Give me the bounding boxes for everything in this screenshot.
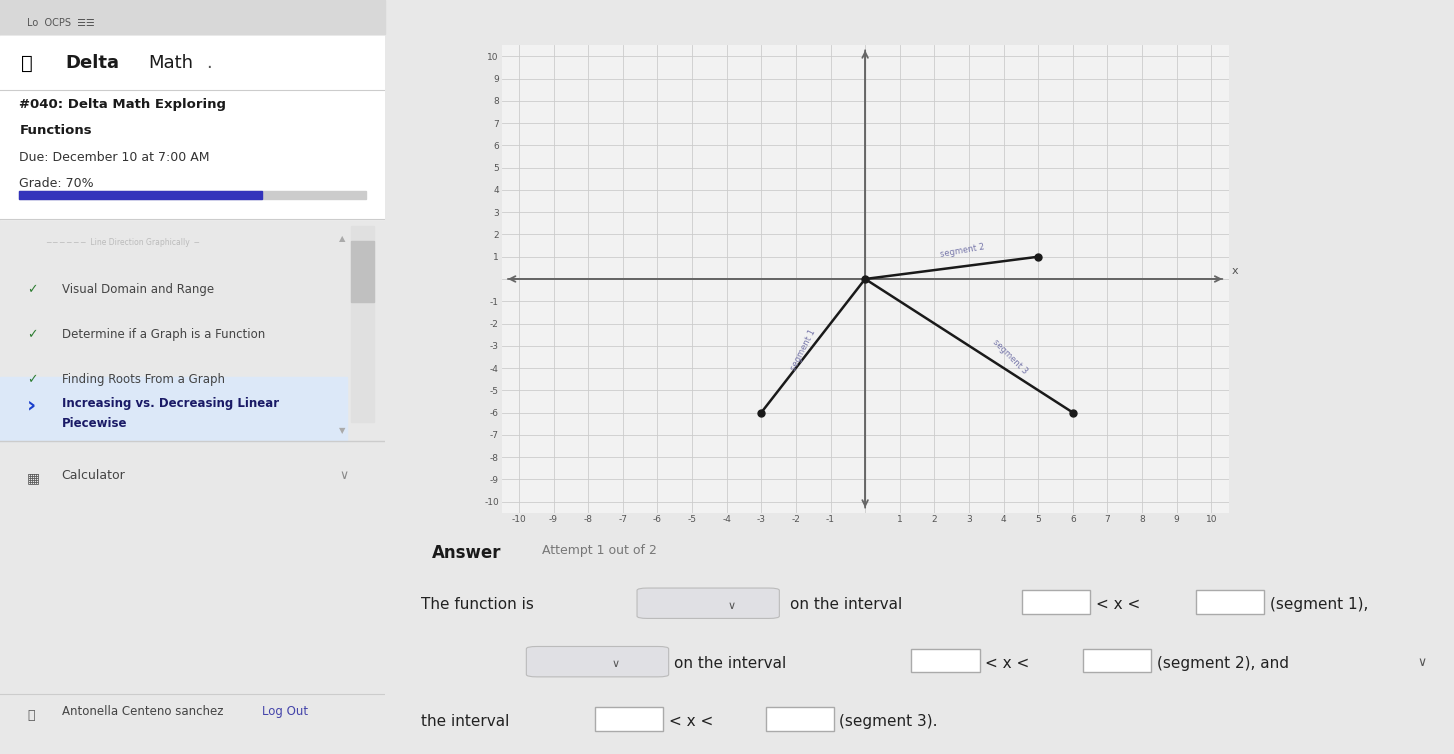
Text: ─ ─ ─ ─ ─ ─  Line Direction Graphically  ─: ─ ─ ─ ─ ─ ─ Line Direction Graphically ─ bbox=[47, 238, 199, 247]
Text: Visual Domain and Range: Visual Domain and Range bbox=[61, 283, 214, 296]
Text: < x <: < x < bbox=[984, 656, 1029, 671]
Text: Lo  OCPS  ☰☰: Lo OCPS ☰☰ bbox=[28, 17, 95, 28]
Bar bbox=[1195, 590, 1265, 614]
Text: the interval: the interval bbox=[422, 714, 509, 729]
Bar bbox=[912, 648, 980, 673]
Text: x: x bbox=[1232, 265, 1239, 276]
Text: 👤: 👤 bbox=[28, 709, 35, 722]
Text: 🎓: 🎓 bbox=[22, 54, 33, 73]
Bar bbox=[19, 191, 366, 199]
Bar bbox=[766, 707, 835, 731]
Text: Piecewise: Piecewise bbox=[61, 417, 126, 430]
FancyBboxPatch shape bbox=[526, 646, 669, 677]
Text: (segment 1),: (segment 1), bbox=[1269, 597, 1368, 612]
Bar bbox=[350, 241, 374, 302]
Bar bbox=[0, 36, 385, 90]
Bar bbox=[350, 226, 374, 422]
Text: (segment 3).: (segment 3). bbox=[839, 714, 938, 729]
Bar bbox=[0, 377, 346, 441]
FancyBboxPatch shape bbox=[637, 588, 779, 618]
Text: Antonella Centeno sanchez: Antonella Centeno sanchez bbox=[61, 705, 222, 718]
Text: < x <: < x < bbox=[1096, 597, 1140, 612]
Text: segment 1: segment 1 bbox=[788, 328, 817, 372]
Text: .: . bbox=[206, 54, 212, 72]
Text: ∨: ∨ bbox=[1418, 656, 1426, 669]
Text: Functions: Functions bbox=[19, 124, 92, 137]
Text: The function is: The function is bbox=[422, 597, 534, 612]
Text: segment 3: segment 3 bbox=[992, 338, 1029, 376]
Text: Calculator: Calculator bbox=[61, 469, 125, 482]
Bar bbox=[0, 90, 385, 219]
Text: Math: Math bbox=[148, 54, 193, 72]
Text: Increasing vs. Decreasing Linear: Increasing vs. Decreasing Linear bbox=[61, 397, 279, 410]
Text: Determine if a Graph is a Function: Determine if a Graph is a Function bbox=[61, 328, 265, 341]
Text: ∨: ∨ bbox=[612, 659, 619, 670]
Text: Answer: Answer bbox=[432, 544, 502, 562]
Text: Log Out: Log Out bbox=[262, 705, 308, 718]
Text: Attempt 1 out of 2: Attempt 1 out of 2 bbox=[542, 544, 657, 556]
Text: ▼: ▼ bbox=[339, 426, 346, 435]
Bar bbox=[19, 191, 262, 199]
Bar bbox=[595, 707, 663, 731]
Bar bbox=[1022, 590, 1090, 614]
Text: ∨: ∨ bbox=[339, 469, 348, 482]
Text: on the interval: on the interval bbox=[790, 597, 901, 612]
Text: segment 2: segment 2 bbox=[939, 243, 984, 259]
Text: (segment 2), and: (segment 2), and bbox=[1157, 656, 1288, 671]
Text: Grade: 70%: Grade: 70% bbox=[19, 177, 95, 190]
Text: < x <: < x < bbox=[669, 714, 712, 729]
Text: ›: › bbox=[28, 396, 36, 416]
Text: Delta: Delta bbox=[65, 54, 119, 72]
Text: on the interval: on the interval bbox=[675, 656, 787, 671]
Text: ▦: ▦ bbox=[28, 471, 41, 486]
Text: ✓: ✓ bbox=[28, 283, 38, 296]
Text: ▲: ▲ bbox=[339, 234, 346, 243]
Text: #040: Delta Math Exploring: #040: Delta Math Exploring bbox=[19, 98, 227, 111]
Text: ✓: ✓ bbox=[28, 328, 38, 341]
Text: Due: December 10 at 7:00 AM: Due: December 10 at 7:00 AM bbox=[19, 151, 209, 164]
Text: ✓: ✓ bbox=[28, 373, 38, 386]
Text: Finding Roots From a Graph: Finding Roots From a Graph bbox=[61, 373, 225, 386]
Bar bbox=[0, 0, 385, 34]
Bar bbox=[1083, 648, 1152, 673]
Text: ∨: ∨ bbox=[728, 601, 736, 611]
